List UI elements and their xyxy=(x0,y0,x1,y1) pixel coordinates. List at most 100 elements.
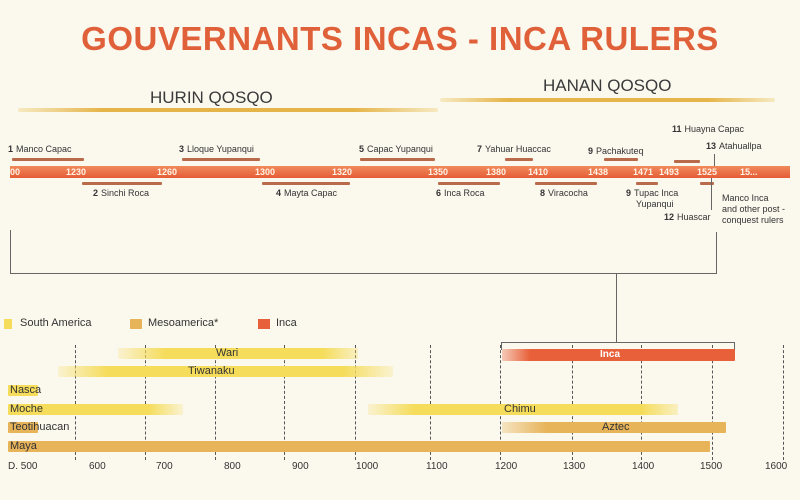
axis-label: 1200 xyxy=(495,461,518,472)
year-label: 1260 xyxy=(157,167,178,177)
year-label: 1230 xyxy=(66,167,87,177)
legend-swatch-inca xyxy=(258,319,270,329)
ruler-label: 7 Yahuar Huaccac xyxy=(477,144,551,154)
reign-bar xyxy=(360,158,435,161)
year-label: 1350 xyxy=(428,167,449,177)
axis-label: 1400 xyxy=(632,461,655,472)
connector-line xyxy=(714,154,715,166)
ruler-label: 9 Pachakuteq xyxy=(588,146,644,156)
reign-bar xyxy=(12,158,84,161)
bracket-bottom-line xyxy=(10,273,717,274)
reign-bar xyxy=(674,160,700,163)
culture-label-maya: Maya xyxy=(10,440,37,452)
year-label: 1300 xyxy=(255,167,276,177)
reign-bar xyxy=(636,182,658,185)
ruler-label-continued: Yupanqui xyxy=(636,199,674,209)
reign-bar xyxy=(82,182,162,185)
gridline xyxy=(641,345,642,460)
culture-bar-teotihuacan xyxy=(8,422,38,433)
axis-label: 1000 xyxy=(356,461,379,472)
hanan-qosqo-bar xyxy=(440,98,775,102)
connector-line xyxy=(711,178,712,210)
culture-label-teotihuacan: Teotihuacan xyxy=(10,421,70,433)
ruler-label: 5 Capac Yupanqui xyxy=(359,144,433,154)
culture-bar-moche xyxy=(8,404,183,415)
axis-label: 1300 xyxy=(563,461,586,472)
gridline xyxy=(783,345,784,460)
culture-bar-tiwanaku xyxy=(58,366,393,377)
year-label: 1380 xyxy=(486,167,507,177)
ruler-label: 12 Huascar xyxy=(664,212,711,222)
inca-bracket-left xyxy=(501,342,502,350)
culture-label-moche: Moche xyxy=(10,403,44,415)
culture-bar-chimu xyxy=(368,404,678,415)
page-title: GOUVERNANTS INCAS - INCA RULERS xyxy=(81,20,719,57)
culture-bar-nasca xyxy=(8,385,38,396)
culture-bar-aztec xyxy=(502,422,726,433)
rulers-timeline-bar xyxy=(10,166,790,178)
gridline xyxy=(430,345,431,460)
gridline xyxy=(284,345,285,460)
ruler-label: 2 Sinchi Roca xyxy=(93,188,150,198)
reign-bar xyxy=(700,182,714,185)
year-label: 1525 xyxy=(697,167,718,177)
axis-label: 700 xyxy=(156,461,173,472)
reign-bar xyxy=(535,182,597,185)
moiety-hanan-qosqo: HANAN QOSQO xyxy=(543,76,672,95)
axis-label: 1100 xyxy=(426,461,448,472)
culture-label-inca: Inca xyxy=(600,349,621,360)
gridline xyxy=(572,345,573,460)
culture-bar-wari xyxy=(118,348,358,359)
year-label: 1320 xyxy=(332,167,353,177)
hurin-qosqo-bar xyxy=(18,108,438,112)
gridline xyxy=(712,345,713,460)
reign-bar xyxy=(505,158,533,161)
legend-south-america: South America xyxy=(20,317,92,329)
reign-bar xyxy=(604,158,638,161)
ruler-label: 1 Manco Capac xyxy=(8,144,72,154)
ruler-label: 13 Atahuallpa xyxy=(706,141,762,151)
gridline xyxy=(500,345,501,460)
legend-swatch-mesoamerica xyxy=(130,319,142,329)
year-label: 00 xyxy=(10,167,21,177)
bracket-right-line xyxy=(716,232,717,274)
culture-label-aztec: Aztec xyxy=(602,421,630,433)
year-label: 1438 xyxy=(588,167,609,177)
axis-label: 1600 xyxy=(765,461,788,472)
year-label: 1410 xyxy=(528,167,549,177)
gridline xyxy=(75,345,76,460)
culture-label-tiwanaku: Tiwanaku xyxy=(188,365,235,377)
bracket-left-line xyxy=(10,230,11,274)
culture-label-chimu: Chimu xyxy=(504,403,536,415)
culture-label-wari: Wari xyxy=(216,347,239,359)
inca-bracket-line xyxy=(501,342,735,343)
reign-bar xyxy=(438,182,500,185)
inca-bracket-right xyxy=(734,342,735,350)
gridline xyxy=(215,345,216,460)
year-label: 15... xyxy=(740,167,758,177)
year-label: 1493 xyxy=(659,167,680,177)
reign-bar xyxy=(182,158,260,161)
ruler-label: 4 Mayta Capac xyxy=(276,188,338,198)
ruler-label: 3 Lloque Yupanqui xyxy=(179,144,254,154)
axis-label: 600 xyxy=(89,461,106,472)
post-conquest-label: Manco Inca xyxy=(722,193,769,203)
axis-label: D. 500 xyxy=(8,461,38,472)
gridline xyxy=(145,345,146,460)
axis-label: 1500 xyxy=(700,461,723,472)
ruler-label: 11 Huayna Capac xyxy=(672,124,745,134)
reign-bar xyxy=(262,182,350,185)
gridline xyxy=(355,345,356,460)
culture-bar-inca xyxy=(502,349,735,361)
bracket-stem-line xyxy=(616,274,617,342)
year-label: 1471 xyxy=(633,167,654,177)
ruler-label: 9 Tupac Inca xyxy=(626,188,679,198)
legend-inca: Inca xyxy=(276,317,297,329)
post-conquest-label: and other post - xyxy=(722,204,786,214)
culture-bar-maya xyxy=(8,441,710,452)
moiety-hurin-qosqo: HURIN QOSQO xyxy=(150,88,273,107)
ruler-label: 8 Viracocha xyxy=(540,188,588,198)
axis-label: 800 xyxy=(224,461,241,472)
post-conquest-label: conquest rulers xyxy=(722,215,784,225)
